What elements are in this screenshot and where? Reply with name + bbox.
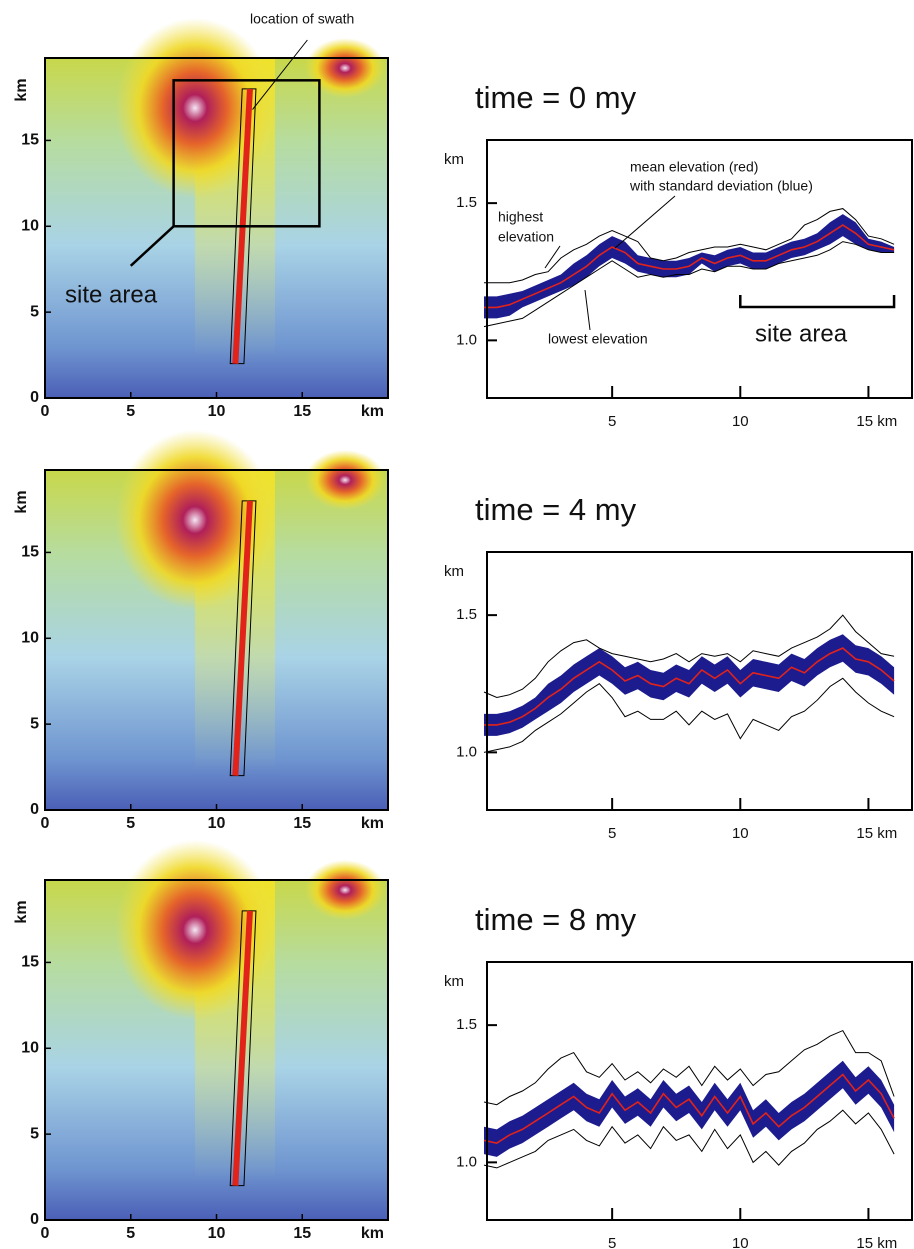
y-tick-label: 0 <box>30 801 39 818</box>
x-axis-label: km <box>361 1225 384 1242</box>
annotation: site area <box>65 281 158 308</box>
plot-frame <box>486 139 913 399</box>
mean-line <box>484 224 895 309</box>
annotation: location of swath <box>250 11 354 27</box>
swath-line <box>232 910 253 1186</box>
x-tick-label: 5 <box>608 825 616 842</box>
y-tick-label: 1.0 <box>456 743 477 760</box>
y-tick-label: 1.5 <box>456 194 477 211</box>
y-tick-label: 0 <box>30 389 39 406</box>
x-tick-label: 15 <box>293 1225 311 1242</box>
envelope-line <box>483 241 895 328</box>
leader <box>252 39 308 110</box>
annotation: mean elevation (red) <box>630 159 758 175</box>
x-tick-label: 0 <box>41 403 50 420</box>
y-tick-label: 5 <box>30 715 39 732</box>
x-tick-label: 5 <box>126 815 135 832</box>
x-axis-label: km <box>361 815 384 832</box>
y-tick-label: 1.0 <box>456 331 477 348</box>
std-band <box>484 634 895 736</box>
x-tick-label: 10 <box>208 403 226 420</box>
peak <box>115 430 275 610</box>
x-tick-label: 10 <box>732 825 749 842</box>
peak <box>305 860 385 920</box>
swath-outline <box>229 500 257 777</box>
envelope-line <box>483 677 895 753</box>
envelope-line <box>483 1109 895 1169</box>
x-tick-label: 15 km <box>856 1235 897 1249</box>
y-tick-label: 1.5 <box>456 606 477 623</box>
x-tick-label: 5 <box>608 413 616 430</box>
x-tick-label: 15 <box>293 815 311 832</box>
envelope-line <box>483 614 895 699</box>
y-tick-label: 15 <box>21 954 39 971</box>
leader <box>614 195 676 249</box>
annotation: lowest elevation <box>548 331 648 347</box>
leader <box>584 289 591 331</box>
x-tick-label: 10 <box>732 1235 749 1249</box>
annotation: site area <box>755 320 848 347</box>
envelope-line <box>483 1029 895 1106</box>
x-tick-label: 15 km <box>856 413 897 430</box>
x-tick-label: 5 <box>608 1235 616 1249</box>
y-tick-label: 10 <box>21 1040 39 1057</box>
swath-outline <box>229 910 257 1187</box>
x-tick-label: 15 km <box>856 825 897 842</box>
x-axis-label: km <box>361 403 384 420</box>
peak <box>115 18 275 198</box>
panel-title: time = 0 my <box>475 80 637 115</box>
y-tick-label: 1.5 <box>456 1016 477 1033</box>
panel-title: time = 8 my <box>475 902 637 937</box>
std-band <box>484 1060 895 1157</box>
y-tick-label: 5 <box>30 1125 39 1142</box>
x-tick-label: 15 <box>293 403 311 420</box>
y-tick-label: 10 <box>21 630 39 647</box>
peak <box>305 450 385 510</box>
annotation: highest <box>498 209 543 225</box>
y-axis-label: km <box>444 151 464 168</box>
site-box <box>172 79 321 228</box>
y-axis-label: km <box>13 900 30 923</box>
x-tick-label: 10 <box>208 1225 226 1242</box>
swath-outline <box>229 88 257 365</box>
peak <box>305 38 385 98</box>
peak <box>115 840 275 1020</box>
y-axis-label: km <box>444 563 464 580</box>
panel-title: time = 4 my <box>475 492 637 527</box>
envelope-line <box>484 208 895 284</box>
site-bracket <box>739 295 896 309</box>
x-tick-label: 5 <box>126 403 135 420</box>
x-tick-label: 5 <box>126 1225 135 1242</box>
mean-line <box>483 1073 895 1144</box>
x-tick-label: 10 <box>732 413 749 430</box>
y-tick-label: 10 <box>21 218 39 235</box>
plot-frame <box>486 551 913 811</box>
x-tick-label: 0 <box>41 815 50 832</box>
swath-line <box>232 500 253 776</box>
y-axis-label: km <box>444 973 464 990</box>
leader <box>129 225 175 267</box>
x-tick-label: 10 <box>208 815 226 832</box>
y-tick-label: 15 <box>21 544 39 561</box>
y-axis-label: km <box>13 78 30 101</box>
mean-line <box>484 647 895 726</box>
annotation: with standard deviation (blue) <box>629 178 813 194</box>
plot-frame <box>486 961 913 1221</box>
y-tick-label: 15 <box>21 132 39 149</box>
y-tick-label: 5 <box>30 303 39 320</box>
y-tick-label: 1.0 <box>456 1153 477 1170</box>
leader <box>544 245 561 269</box>
x-tick-label: 0 <box>41 1225 50 1242</box>
y-axis-label: km <box>13 490 30 513</box>
y-tick-label: 0 <box>30 1211 39 1228</box>
annotation: elevation <box>498 229 554 245</box>
